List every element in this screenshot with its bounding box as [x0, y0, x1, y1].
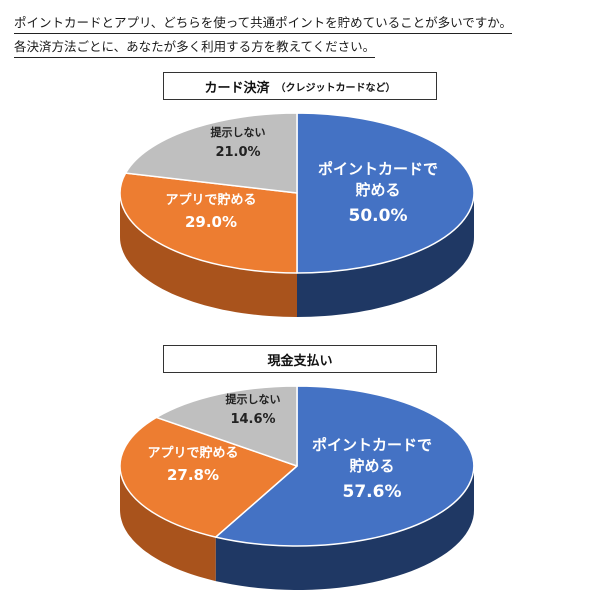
- slice-label-2: 提示しない: [226, 392, 281, 406]
- slice-label-2: 提示しない: [211, 125, 266, 139]
- pie-slice-1: [119, 172, 298, 274]
- slice-value-2: 14.6%: [230, 412, 275, 427]
- pie-slice-0: [214, 385, 475, 547]
- slice-value-2: 21.0%: [215, 145, 260, 160]
- chart-title-card-payment: カード決済 （クレジットカードなど）: [163, 72, 437, 100]
- pie-side-1: [120, 193, 297, 317]
- pie-slice-0: [296, 112, 475, 274]
- slice-label-0: ポイントカードで: [318, 160, 438, 178]
- chart-title-cash-payment: 現金支払い: [163, 345, 437, 373]
- slice-label-0: 貯める: [349, 457, 394, 475]
- pie-slice-2: [155, 385, 298, 467]
- question-line-2: 各決済方法ごとに、あなたが多く利用する方を教えてください。: [14, 36, 376, 58]
- slice-value-1: 29.0%: [185, 213, 237, 231]
- pie-side-1: [120, 466, 216, 582]
- slice-label-1: アプリで貯める: [147, 445, 238, 461]
- question-line-1: ポイントカードとアプリ、どちらを使って共通ポイントを貯めていることが多いですか。: [14, 12, 513, 34]
- slice-value-0: 50.0%: [349, 206, 408, 226]
- slice-value-1: 27.8%: [167, 466, 219, 484]
- chart-subtitle-text: （クレジットカードなど）: [275, 82, 396, 94]
- slice-value-0: 57.6%: [343, 482, 402, 502]
- chart-title-text: カード決済: [204, 80, 270, 96]
- slice-label-1: アプリで貯める: [165, 192, 256, 208]
- slice-label-0: ポイントカードで: [312, 436, 432, 454]
- pie-slice-1: [119, 416, 298, 538]
- slice-label-0: 貯める: [355, 181, 400, 199]
- pie-slice-2: [124, 112, 298, 194]
- pie-side-0: [215, 466, 474, 590]
- chart-title-text: 現金支払い: [267, 353, 333, 369]
- pie-side-0: [297, 193, 474, 317]
